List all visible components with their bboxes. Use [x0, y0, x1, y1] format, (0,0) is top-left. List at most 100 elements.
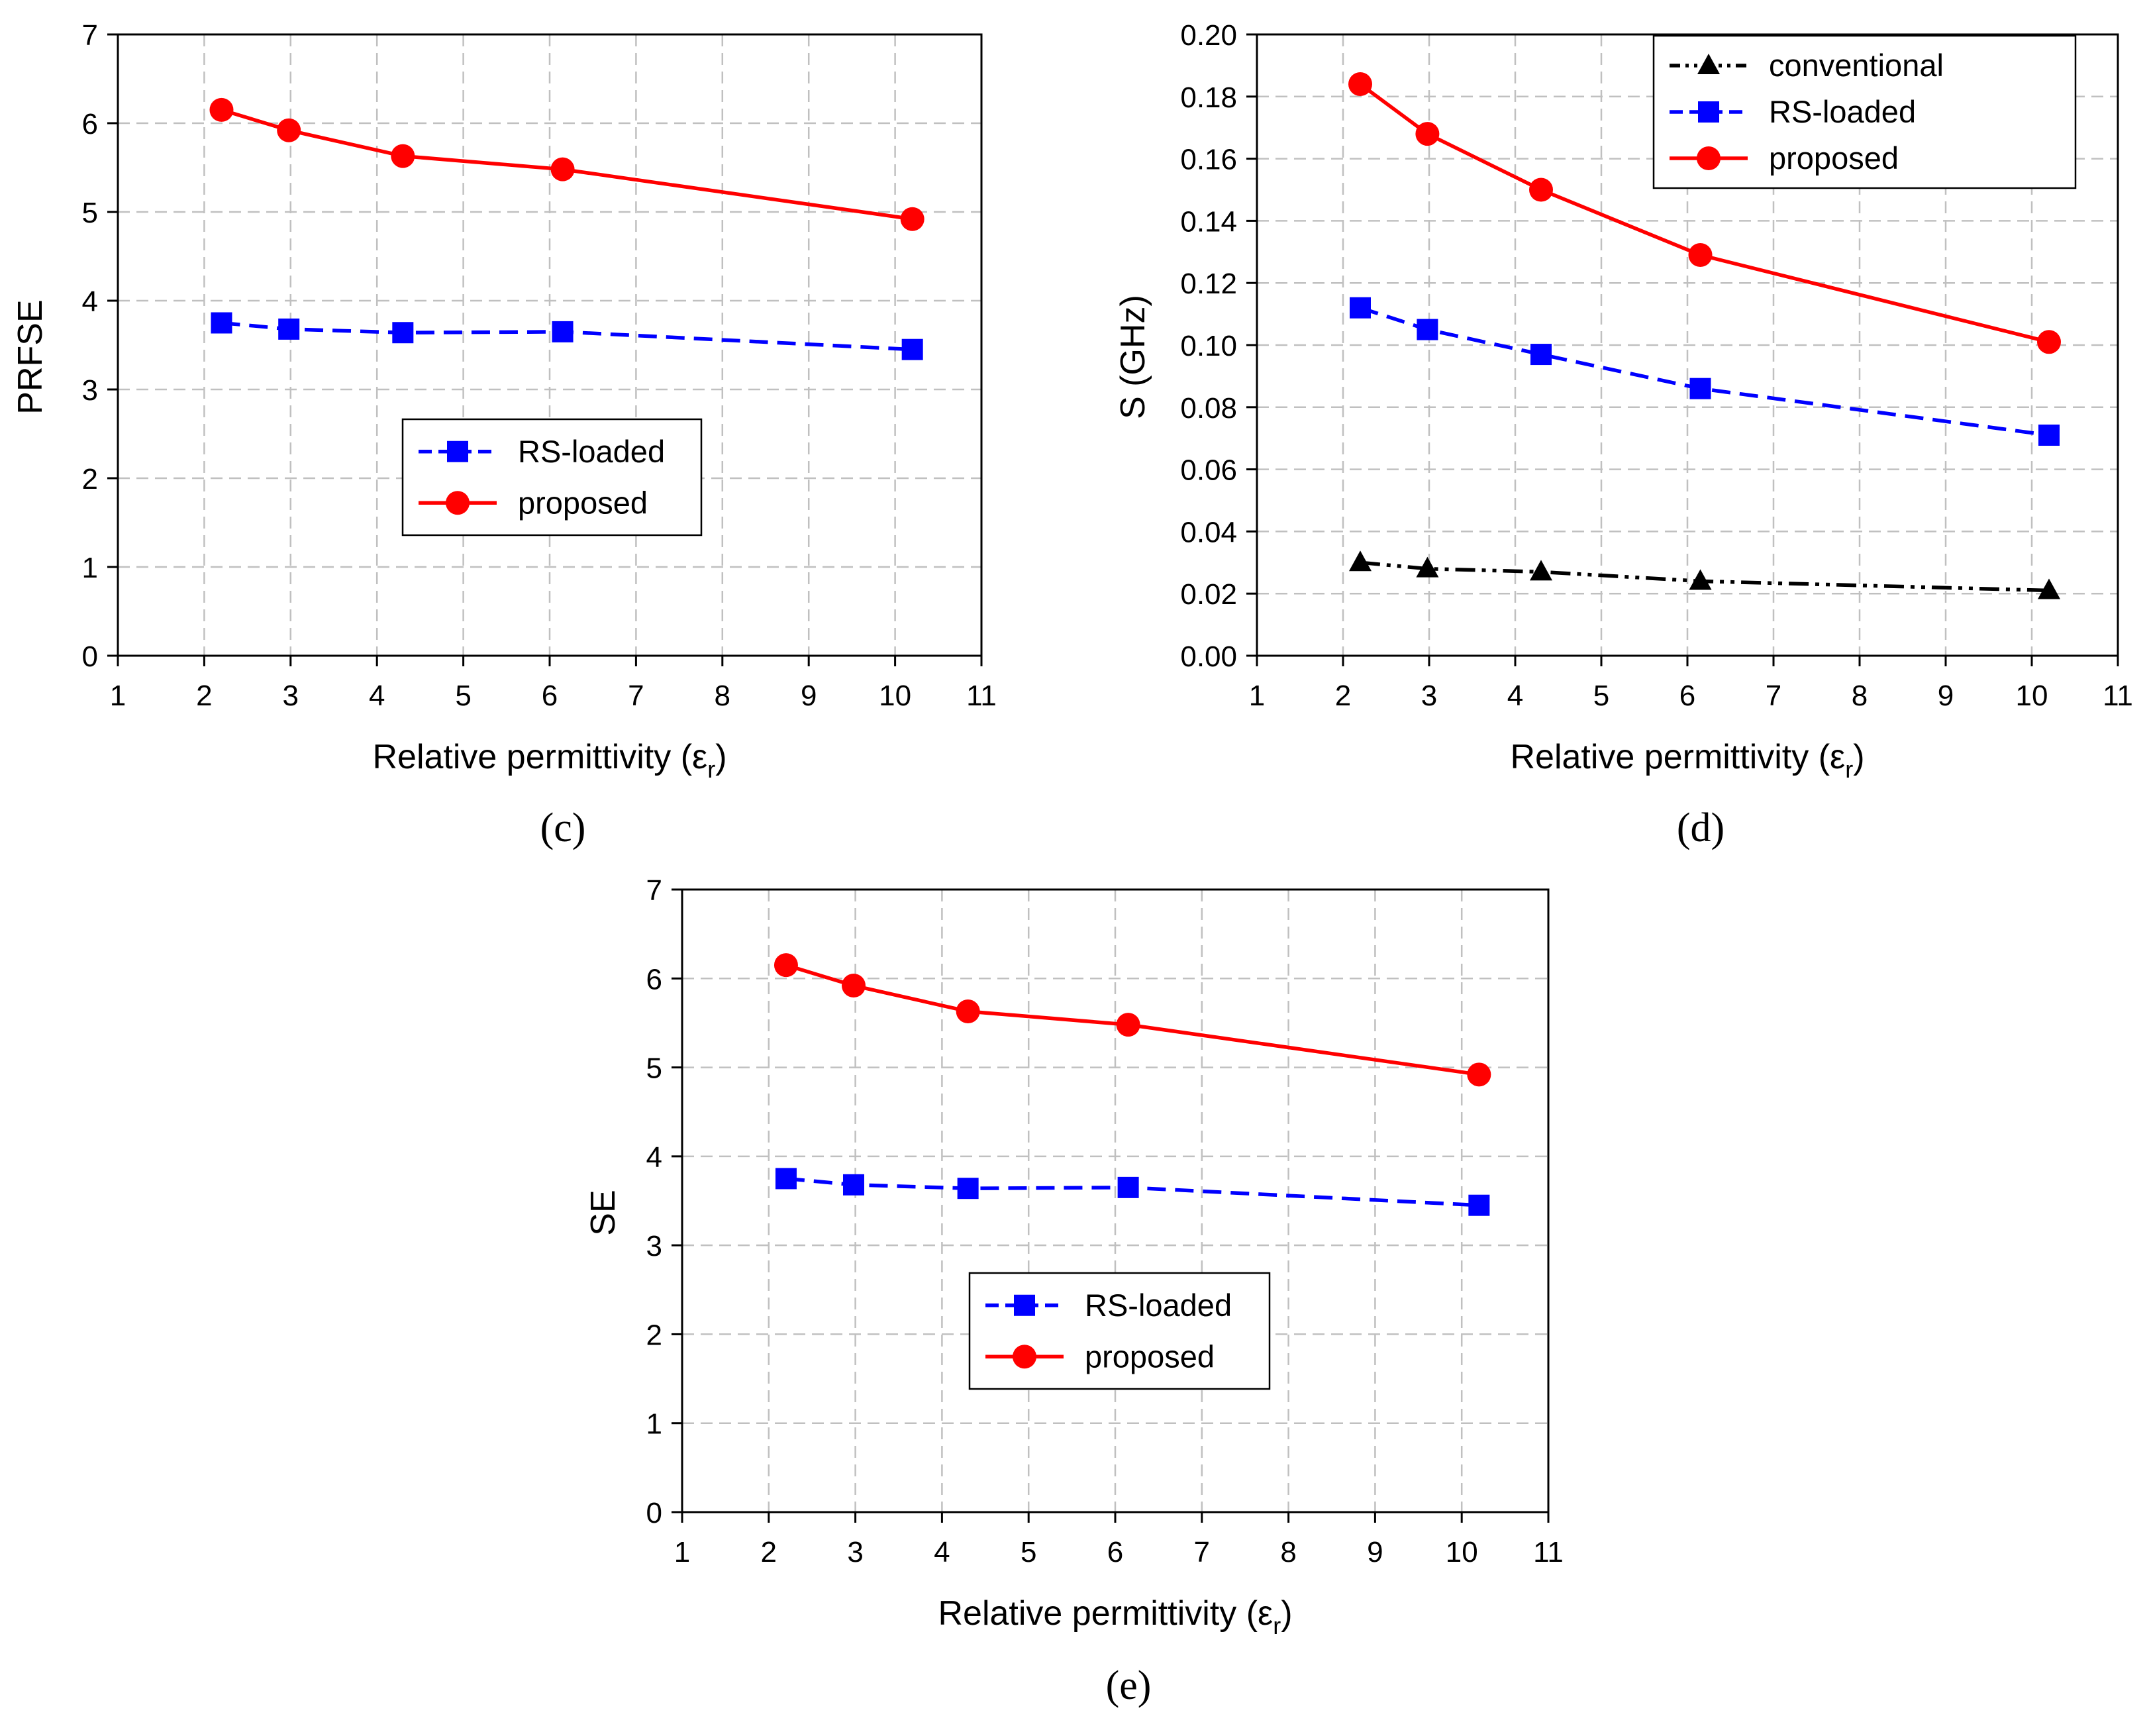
data-point-RS-loaded	[1350, 297, 1371, 319]
data-point-conventional	[1416, 556, 1439, 578]
data-point-proposed	[1348, 72, 1372, 97]
y-axis-label: SE	[584, 1190, 623, 1235]
legend: RS-loaded proposed	[968, 1272, 1271, 1390]
panel-label: (d)	[1677, 805, 1724, 850]
legend-marker-proposed	[446, 491, 470, 515]
y-tick-label: 1	[82, 552, 98, 584]
y-axis-label: PRFSE	[11, 299, 50, 414]
data-point-RS-loaded	[957, 1178, 979, 1200]
x-tick-label: 8	[1852, 680, 1868, 712]
x-tick-label: 1	[1249, 680, 1265, 712]
y-tick-label: 0.04	[1180, 516, 1237, 548]
x-tick-label: 3	[847, 1536, 863, 1568]
x-tick-label: 8	[715, 680, 730, 712]
data-point-proposed	[1688, 242, 1713, 267]
y-tick-label: 2	[646, 1319, 662, 1351]
data-point-proposed	[550, 157, 575, 181]
x-axis-label: Relative permittivity (εr)	[372, 738, 726, 783]
data-point-RS-loaded	[1689, 378, 1711, 399]
y-axis-label: S (GHz)	[1114, 295, 1152, 419]
data-point-RS-loaded	[1117, 1176, 1139, 1198]
data-point-proposed	[1529, 178, 1553, 202]
data-point-RS-loaded	[278, 318, 300, 340]
y-tick-label: 7	[646, 874, 662, 907]
x-tick-label: 9	[1938, 680, 1954, 712]
data-point-RS-loaded	[392, 322, 414, 344]
legend-label-proposed: proposed	[518, 485, 648, 520]
x-tick-label: 10	[2016, 680, 2048, 712]
x-tick-label: 1	[110, 680, 126, 712]
x-tick-label: 11	[1533, 1536, 1564, 1568]
y-tick-label: 0.02	[1180, 578, 1237, 611]
x-tick-label: 5	[1021, 1536, 1036, 1568]
legend-label-proposed: proposed	[1769, 140, 1899, 176]
legend-label-conventional: conventional	[1769, 48, 1944, 83]
x-tick-label: 4	[1507, 680, 1523, 712]
data-point-RS-loaded	[552, 321, 574, 342]
x-axis-label-subscript: r	[1273, 1612, 1281, 1639]
x-tick-label: 9	[1367, 1536, 1383, 1568]
x-tick-label: 10	[879, 680, 911, 712]
x-tick-label: 1	[674, 1536, 690, 1568]
legend-marker-RS-loaded	[1698, 101, 1719, 123]
x-tick-label: 2	[1335, 680, 1351, 712]
y-tick-label: 0	[82, 640, 98, 673]
data-point-conventional	[1530, 560, 1552, 581]
data-point-proposed	[2037, 330, 2061, 354]
y-tick-label: 0.18	[1180, 81, 1237, 114]
x-tick-label: 7	[1766, 680, 1781, 712]
y-tick-label: 0.10	[1180, 330, 1237, 362]
x-axis-label-main: Relative permittivity (ε	[372, 738, 707, 776]
x-tick-label: 4	[369, 680, 385, 712]
x-tick-label: 10	[1446, 1536, 1478, 1568]
x-tick-label: 7	[1194, 1536, 1210, 1568]
legend-marker-RS-loaded	[447, 440, 468, 462]
y-tick-label: 0.14	[1180, 205, 1237, 238]
y-tick-label: 0.16	[1180, 144, 1237, 176]
data-point-RS-loaded	[901, 338, 923, 360]
data-point-RS-loaded	[775, 1168, 797, 1190]
x-axis-label: Relative permittivity (εr)	[1510, 738, 1864, 783]
y-tick-label: 6	[646, 963, 662, 996]
x-axis-label: Relative permittivity (εr)	[938, 1594, 1292, 1639]
data-point-RS-loaded	[1417, 319, 1438, 340]
panel-label: (c)	[540, 805, 586, 850]
data-point-conventional	[2038, 578, 2060, 599]
y-tick-label: 0.00	[1180, 640, 1237, 673]
y-tick-label: 3	[646, 1230, 662, 1262]
legend-marker-conventional	[1697, 54, 1720, 74]
x-tick-label: 5	[1593, 680, 1609, 712]
legend-marker-proposed	[1013, 1345, 1036, 1369]
data-point-proposed	[1415, 122, 1440, 146]
chart-panel-d: 1 2 3 4 5 6 7 8 9 10 11 0.00 0.02 0.04 0.06 0.08 0.10 0.1…	[1114, 19, 2133, 850]
data-point-proposed	[956, 999, 980, 1023]
legend-label-RS-loaded: RS-loaded	[518, 434, 665, 469]
x-tick-label: 3	[283, 680, 299, 712]
data-point-proposed	[1116, 1013, 1140, 1037]
y-tick-label: 5	[82, 197, 98, 229]
x-tick-label: 8	[1280, 1536, 1296, 1568]
data-point-RS-loaded	[211, 312, 232, 334]
x-tick-label: 6	[1107, 1536, 1123, 1568]
y-tick-label: 4	[82, 285, 98, 318]
x-tick-label: 5	[455, 680, 471, 712]
legend-box	[1652, 34, 2077, 189]
x-axis-label-subscript: r	[1845, 756, 1853, 783]
y-tick-label: 4	[646, 1141, 662, 1174]
y-tick-label: 7	[82, 19, 98, 52]
x-tick-label: 6	[542, 680, 558, 712]
legend-label-RS-loaded: RS-loaded	[1769, 94, 1916, 129]
data-point-RS-loaded	[842, 1174, 864, 1196]
x-tick-label: 4	[934, 1536, 950, 1568]
x-axis-label-main: Relative permittivity (ε	[1510, 738, 1845, 776]
data-point-conventional	[1349, 550, 1372, 572]
x-axis-label-subscript: r	[707, 756, 715, 783]
y-tick-label: 0.08	[1180, 392, 1237, 425]
legend-marker-RS-loaded	[1014, 1294, 1035, 1316]
x-tick-label: 11	[2103, 680, 2133, 712]
legend-box	[968, 1272, 1271, 1390]
x-axis-label-close: )	[1853, 738, 1864, 776]
data-point-RS-loaded	[1468, 1194, 1490, 1216]
legend-box	[401, 418, 703, 536]
